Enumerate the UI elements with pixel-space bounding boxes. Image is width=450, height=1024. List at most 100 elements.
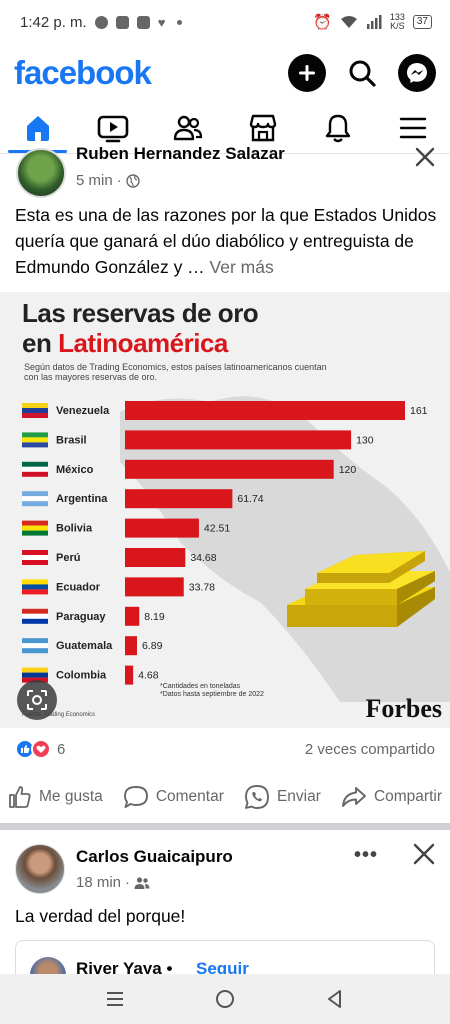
friends-icon [173, 115, 202, 140]
plus-icon [299, 65, 315, 81]
share-count[interactable]: 2 veces compartido [304, 740, 435, 758]
avatar[interactable] [15, 844, 65, 894]
home-button-icon[interactable] [214, 988, 236, 1010]
infographic-notes: *Cantidades en toneladas *Datos hasta se… [160, 683, 264, 698]
gmail-icon [136, 15, 150, 29]
flag-8 [22, 638, 48, 654]
tab-home[interactable] [0, 102, 75, 153]
post-author[interactable]: Ruben Hernandez Salazar [76, 144, 285, 163]
category-label: Argentina [56, 493, 108, 505]
feed-divider [0, 823, 450, 830]
gold-reserves-chart: Venezuela 161 Brasil 130 México 120 Argentina 6… [22, 401, 428, 685]
back-icon[interactable] [325, 989, 345, 1009]
flag-1 [22, 432, 48, 448]
tab-notifications[interactable] [300, 102, 375, 153]
infographic-title: Las reservas de oro [22, 298, 259, 328]
messenger-button[interactable] [398, 54, 436, 92]
flag-5 [22, 550, 48, 565]
search-button[interactable] [343, 54, 381, 92]
flag-4 [22, 520, 48, 536]
flag-0 [22, 403, 48, 418]
recent-apps-icon[interactable] [105, 989, 125, 1009]
hide-post-icon[interactable] [414, 146, 436, 168]
messenger-icon [407, 63, 427, 83]
love-reaction-icon [31, 739, 51, 759]
globe-icon [125, 173, 140, 188]
value-label: 33.78 [189, 581, 215, 593]
forbes-logo: Forbes [365, 694, 442, 723]
friends-audience-icon [134, 876, 150, 889]
comment-button[interactable]: Comentar [123, 785, 224, 809]
category-label: Perú [56, 552, 80, 564]
youtube-icon [115, 15, 129, 29]
search-icon [349, 60, 376, 87]
reactions-summary[interactable]: 6 2 veces compartido [0, 728, 450, 770]
hide-post-icon[interactable] [412, 842, 436, 866]
infographic-subtitle: Según datos de Trading Economics, estos … [24, 362, 327, 382]
tab-marketplace[interactable] [225, 102, 300, 153]
post-author[interactable]: Carlos Guaicaipuro [76, 847, 233, 866]
value-label: 161 [410, 405, 428, 417]
feed-post: Ruben Hernandez Salazar 5 min · Esta es … [0, 144, 450, 277]
category-label: Brasil [56, 434, 87, 446]
lens-icon [27, 690, 47, 710]
network-speed: 133 K/S [389, 12, 405, 31]
value-label: 61.74 [237, 493, 263, 505]
shared-author[interactable]: River Yaya • [76, 959, 173, 978]
value-label: 34.68 [190, 552, 216, 564]
follow-button[interactable]: Seguir [196, 959, 249, 978]
share-button[interactable]: Compartir [341, 785, 442, 809]
app-header: facebook [0, 44, 450, 102]
infographic-source: Fuente: Trading Economics [22, 712, 96, 718]
category-label: Guatemala [56, 640, 113, 652]
post-time[interactable]: 5 min [76, 172, 113, 189]
see-more-link[interactable]: Ver más [209, 257, 274, 277]
flag-7 [22, 608, 48, 624]
post-text: La verdad del porque! [15, 906, 186, 926]
menu-icon [399, 117, 426, 138]
create-button[interactable] [288, 54, 326, 92]
tab-video[interactable] [75, 102, 150, 153]
status-bar: 1:42 p. m. ♥ ⏰ 133 K/S 37 [0, 0, 450, 44]
bar [125, 577, 184, 597]
bar [125, 548, 186, 567]
reaction-count: 6 [57, 740, 66, 758]
flag-6 [22, 579, 48, 595]
category-label: México [56, 464, 94, 476]
thumbs-up-icon [9, 786, 31, 808]
whatsapp-icon [245, 785, 269, 809]
bar [125, 636, 137, 656]
facebook-logo[interactable]: facebook [14, 54, 152, 91]
flag-2 [22, 461, 48, 477]
chrome-icon [94, 15, 108, 29]
feed-post: Carlos Guaicaipuro 18 min · ••• La verda… [0, 830, 450, 1000]
category-label: Colombia [56, 670, 107, 682]
value-label: 130 [356, 434, 374, 446]
send-button[interactable]: Enviar [244, 784, 321, 810]
post-image[interactable]: Las reservas de oro en Latinoamérica Seg… [0, 292, 450, 728]
category-label: Ecuador [56, 581, 101, 593]
bar [125, 518, 199, 538]
gold-bars-illustration [287, 551, 435, 627]
share-icon [342, 787, 366, 807]
main-tabs [0, 102, 450, 154]
bar [125, 606, 140, 626]
value-label: 42.51 [204, 523, 230, 535]
post-time[interactable]: 18 min [76, 874, 122, 891]
bar [125, 401, 405, 420]
value-label: 120 [339, 464, 357, 476]
tab-friends[interactable] [150, 102, 225, 153]
tab-menu[interactable] [375, 102, 450, 153]
marketplace-icon [249, 114, 276, 141]
bar [125, 665, 134, 685]
more-notifications-icon [177, 19, 183, 25]
avatar[interactable] [16, 148, 66, 198]
like-button[interactable]: Me gusta [8, 785, 103, 809]
category-label: Paraguay [56, 611, 106, 623]
bar [125, 430, 352, 450]
post-meta: 18 min · [76, 874, 150, 891]
wifi-icon [340, 16, 357, 28]
visual-search-button[interactable] [17, 680, 57, 720]
battery-indicator: 37 [412, 15, 432, 29]
more-options-icon[interactable]: ••• [354, 844, 379, 866]
